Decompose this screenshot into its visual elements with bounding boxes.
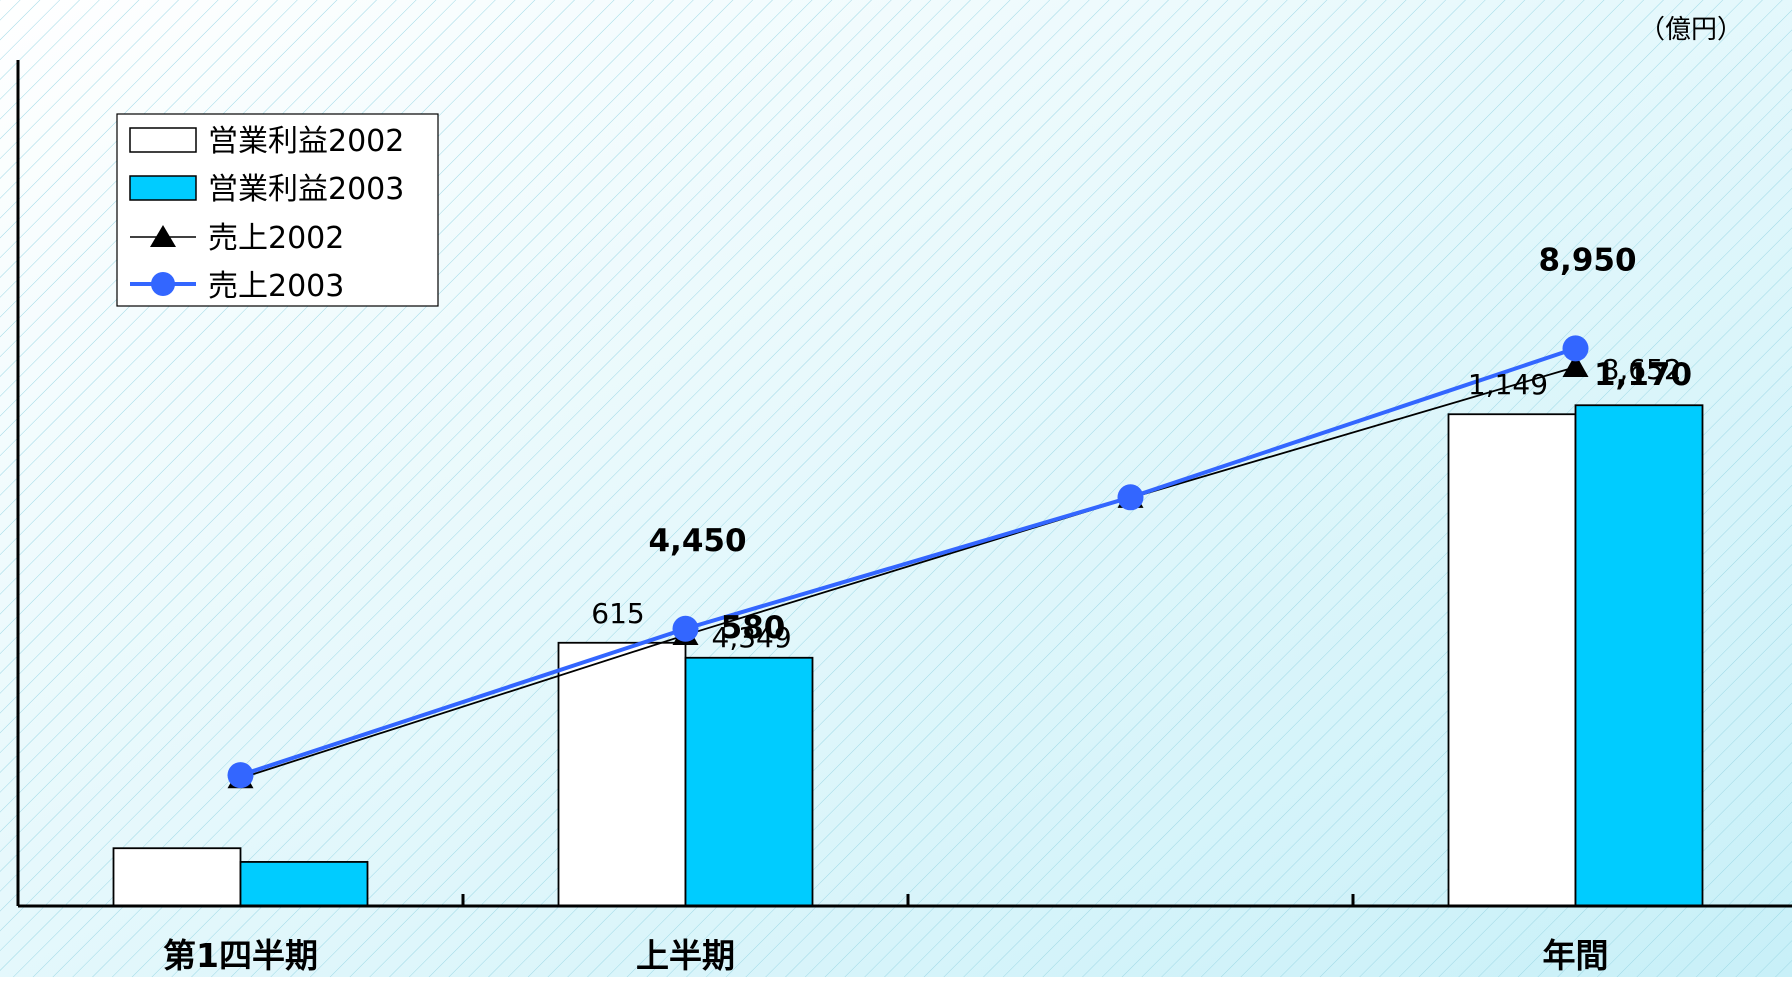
circle-marker bbox=[1562, 335, 1589, 362]
bar-value-label: 615 bbox=[591, 597, 644, 630]
legend-swatch-profit-2002 bbox=[129, 127, 197, 153]
bar-profit-2002 bbox=[1447, 413, 1577, 907]
legend-marker-circle-icon bbox=[151, 272, 175, 296]
bar-profit-2003 bbox=[239, 861, 369, 907]
legend-marker-triangle-icon bbox=[150, 225, 176, 247]
circle-marker bbox=[1117, 484, 1144, 511]
line-sales-2003 bbox=[239, 346, 1577, 778]
line-sales-2002 bbox=[240, 366, 1576, 780]
x-tick-label: 上半期 bbox=[636, 936, 735, 975]
legend-swatch-profit-2003 bbox=[129, 175, 197, 201]
circle-marker bbox=[227, 762, 254, 789]
bar-value-label: 580 bbox=[721, 610, 786, 646]
bar-profit-2002 bbox=[557, 641, 687, 907]
circle-marker bbox=[672, 615, 699, 642]
line-value-label-2002: 8,652 bbox=[1602, 353, 1682, 386]
line-value-label-2003: 8,950 bbox=[1538, 242, 1636, 278]
unit-label: （億円） bbox=[1639, 15, 1743, 45]
x-tick-label: 第1四半期 bbox=[163, 936, 318, 975]
legend-label-sales-2003: 売上2003 bbox=[208, 269, 344, 304]
bar-profit-2003 bbox=[1574, 404, 1704, 907]
bar-value-label: 1,149 bbox=[1468, 368, 1548, 401]
line-value-label-2002: 4,349 bbox=[712, 621, 792, 654]
triangle-marker bbox=[1562, 353, 1589, 377]
line-value-label-2003: 4,450 bbox=[648, 523, 746, 559]
legend-label-profit-2003: 営業利益2003 bbox=[208, 172, 404, 207]
x-tick-label: 年間 bbox=[1543, 936, 1609, 975]
bar-profit-2002 bbox=[112, 847, 242, 907]
bar-value-label: 1,170 bbox=[1594, 357, 1692, 393]
legend-label-sales-2002: 売上2002 bbox=[208, 221, 344, 256]
legend-label-profit-2002: 営業利益2002 bbox=[208, 124, 404, 159]
legend: 営業利益2002 営業利益2003 売上2002 売上2003 bbox=[116, 113, 439, 307]
bar-profit-2003 bbox=[684, 656, 814, 907]
